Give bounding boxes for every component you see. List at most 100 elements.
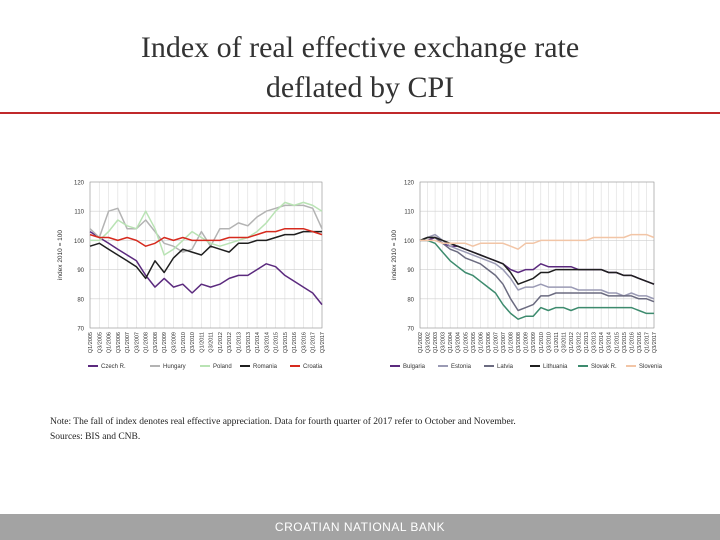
- legend-label: Romania: [253, 364, 278, 370]
- sources-text: Sources: BIS and CNB.: [50, 432, 141, 442]
- x-tick-label: Q3/2016: [637, 332, 643, 353]
- x-tick-label: Q3/2004: [456, 332, 462, 353]
- series-line-czech_r: [89, 230, 323, 306]
- y-axis-label: index 2010 = 100: [57, 230, 64, 280]
- legend-label: Latvia: [497, 364, 514, 370]
- y-tick-label: 70: [407, 327, 414, 333]
- y-tick-label: 80: [77, 297, 84, 303]
- series-line-romania: [89, 230, 322, 280]
- x-tick-label: Q1/2017: [644, 332, 650, 353]
- y-tick-label: 110: [404, 210, 414, 216]
- legend-label: Croatia: [303, 364, 323, 370]
- x-tick-label: Q1/2005: [88, 332, 94, 353]
- x-tick-label: Q1/2009: [162, 332, 168, 353]
- plot-frame: [419, 181, 655, 329]
- x-tick-label: Q3/2012: [227, 332, 233, 353]
- x-tick-label: Q3/2013: [246, 332, 252, 353]
- x-tick-label: Q1/2008: [144, 332, 150, 353]
- x-tick-label: Q1/2010: [539, 332, 545, 353]
- y-axis-label: index 2010 = 100: [391, 230, 398, 280]
- legend-label: Slovenia: [639, 364, 663, 370]
- x-tick-label: Q1/2017: [311, 332, 317, 353]
- x-tick-label: Q1/2011: [554, 332, 560, 353]
- x-tick-label: Q3/2012: [577, 332, 583, 353]
- x-tick-label: Q1/2009: [524, 332, 530, 353]
- slide-title-line1: Index of real effective exchange rate: [140, 31, 580, 64]
- x-tick-label: Q1/2012: [569, 332, 575, 353]
- x-tick-label: Q1/2013: [236, 332, 242, 353]
- series-line-hungary: [89, 204, 323, 253]
- x-tick-label: Q3/2014: [264, 332, 270, 353]
- x-tick-label: Q1/2011: [199, 332, 205, 353]
- x-tick-label: Q1/2006: [107, 332, 113, 353]
- x-tick-label: Q1/2007: [125, 332, 131, 353]
- x-tick-label: Q1/2010: [181, 332, 187, 353]
- x-tick-label: Q1/2002: [418, 332, 424, 353]
- x-tick-label: Q3/2010: [546, 332, 552, 353]
- x-tick-label: Q1/2015: [614, 332, 620, 353]
- x-tick-label: Q3/2017: [320, 332, 326, 353]
- chart-note: Note: The fall of index denotes real eff…: [50, 415, 690, 445]
- x-tick-label: Q1/2004: [448, 332, 454, 353]
- y-tick-label: 110: [74, 210, 84, 216]
- x-tick-label: Q3/2011: [561, 332, 567, 353]
- x-tick-label: Q1/2008: [509, 332, 515, 353]
- x-tick-label: Q1/2007: [493, 332, 499, 353]
- slide-title: Index of real effective exchange rate de…: [0, 28, 720, 108]
- plot-frame: [89, 181, 323, 329]
- x-tick-label: Q1/2005: [463, 332, 469, 353]
- x-tick-label: Q3/2002: [426, 332, 432, 353]
- series-line-lithuania: [419, 236, 655, 285]
- x-tick-label: Q1/2016: [292, 332, 298, 353]
- x-tick-label: Q3/2015: [283, 332, 289, 353]
- x-tick-label: Q3/2009: [531, 332, 537, 353]
- x-tick-label: Q3/2011: [209, 332, 215, 353]
- x-tick-label: Q1/2015: [274, 332, 280, 353]
- legend-label: Poland: [213, 364, 232, 370]
- x-tick-label: Q3/2006: [116, 332, 122, 353]
- y-tick-label: 90: [77, 268, 84, 274]
- y-tick-label: 70: [77, 327, 84, 333]
- x-tick-label: Q1/2013: [584, 332, 590, 353]
- x-tick-label: Q1/2014: [255, 332, 261, 353]
- y-tick-label: 90: [407, 268, 414, 274]
- y-tick-label: 80: [407, 297, 414, 303]
- x-tick-label: Q3/2016: [301, 332, 307, 353]
- x-tick-label: Q1/2012: [218, 332, 224, 353]
- x-tick-label: Q1/2006: [478, 332, 484, 353]
- x-tick-label: Q3/2005: [471, 332, 477, 353]
- footer-bar: CROATIAN NATIONAL BANK: [0, 514, 720, 540]
- series-line-croatia: [89, 227, 323, 247]
- x-tick-label: Q3/2017: [652, 332, 658, 353]
- x-tick-label: Q3/2009: [172, 332, 178, 353]
- x-tick-label: Q3/2005: [97, 332, 103, 353]
- x-tick-label: Q3/2007: [134, 332, 140, 353]
- series-line-estonia: [419, 233, 655, 300]
- x-tick-label: Q3/2015: [622, 332, 628, 353]
- y-tick-label: 100: [74, 239, 85, 245]
- series-line-latvia: [419, 236, 655, 312]
- x-tick-label: Q3/2014: [607, 332, 613, 353]
- legend-label: Czech R.: [101, 364, 126, 370]
- x-tick-label: Q1/2003: [433, 332, 439, 353]
- x-tick-label: Q1/2016: [629, 332, 635, 353]
- legend-label: Slovak R.: [591, 364, 617, 370]
- footer-bank-name: CROATIAN NATIONAL BANK: [274, 520, 446, 534]
- x-tick-label: Q3/2008: [516, 332, 522, 353]
- title-divider: [0, 112, 720, 114]
- y-tick-label: 120: [74, 181, 85, 187]
- x-tick-label: Q3/2007: [501, 332, 507, 353]
- y-tick-label: 100: [404, 239, 415, 245]
- x-tick-label: Q3/2013: [592, 332, 598, 353]
- note-text: Note: The fall of index denotes real eff…: [50, 417, 516, 427]
- x-tick-label: Q3/2010: [190, 332, 196, 353]
- legend-label: Bulgaria: [403, 364, 426, 370]
- legend-label: Estonia: [451, 364, 472, 370]
- x-tick-label: Q3/2006: [486, 332, 492, 353]
- x-tick-label: Q1/2014: [599, 332, 605, 353]
- y-tick-label: 120: [404, 181, 415, 187]
- series-line-slovak_r: [420, 239, 654, 320]
